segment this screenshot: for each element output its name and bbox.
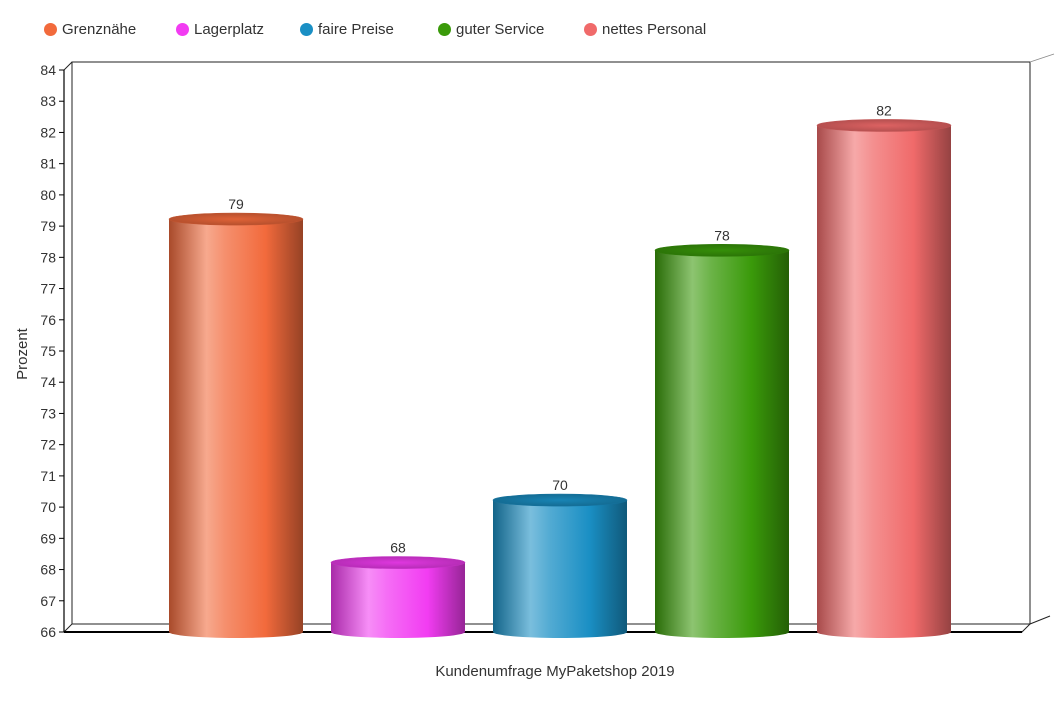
data-label-background bbox=[710, 226, 734, 244]
y-tick-label: 80 bbox=[40, 187, 56, 203]
bar[interactable] bbox=[330, 556, 466, 638]
data-label-background bbox=[872, 101, 896, 119]
legend-label: faire Preise bbox=[318, 21, 394, 38]
y-tick-label: 77 bbox=[40, 281, 56, 297]
data-label-background bbox=[386, 538, 410, 556]
y-tick-label: 81 bbox=[40, 156, 56, 172]
y-tick-label: 76 bbox=[40, 312, 56, 328]
y-tick-label: 75 bbox=[40, 343, 56, 359]
data-label-background bbox=[224, 195, 248, 213]
y-tick-label: 84 bbox=[40, 62, 56, 78]
y-tick-label: 83 bbox=[40, 93, 56, 109]
y-tick-label: 74 bbox=[40, 374, 56, 390]
y-axis-title: Prozent bbox=[14, 327, 31, 380]
y-tick-label: 67 bbox=[40, 593, 56, 609]
data-label: 82 bbox=[876, 102, 892, 118]
bar[interactable] bbox=[492, 493, 628, 638]
legend-label: Grenznähe bbox=[62, 21, 137, 38]
data-label-background bbox=[548, 476, 572, 494]
data-label: 68 bbox=[390, 540, 406, 556]
bar[interactable] bbox=[168, 212, 304, 638]
y-tick-label: 68 bbox=[40, 562, 56, 578]
legend-marker bbox=[438, 23, 451, 36]
bar[interactable] bbox=[654, 244, 790, 639]
legend-label: Lagerplatz bbox=[194, 21, 265, 38]
data-label: 70 bbox=[552, 477, 568, 493]
y-tick-label: 70 bbox=[40, 499, 56, 515]
y-tick-label: 78 bbox=[40, 249, 56, 265]
y-tick-label: 72 bbox=[40, 437, 56, 453]
legend-marker bbox=[176, 23, 189, 36]
y-tick-label: 66 bbox=[40, 624, 56, 640]
data-label: 79 bbox=[228, 196, 244, 212]
legend-marker bbox=[44, 23, 57, 36]
legend-label: guter Service bbox=[456, 21, 545, 38]
y-tick-label: 82 bbox=[40, 124, 56, 140]
legend-label: nettes Personal bbox=[602, 21, 707, 38]
y-tick-label: 73 bbox=[40, 405, 56, 421]
y-tick-label: 69 bbox=[40, 530, 56, 546]
legend-marker bbox=[584, 23, 597, 36]
y-tick-label: 71 bbox=[40, 468, 56, 484]
data-label: 78 bbox=[714, 227, 730, 243]
x-axis-title: Kundenumfrage MyPaketshop 2019 bbox=[435, 663, 674, 680]
y-tick-label: 79 bbox=[40, 218, 56, 234]
legend-marker bbox=[300, 23, 313, 36]
bar[interactable] bbox=[816, 119, 952, 638]
